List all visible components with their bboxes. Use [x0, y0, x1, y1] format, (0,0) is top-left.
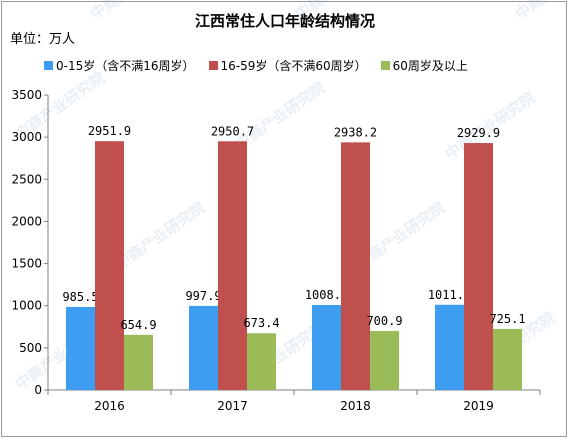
- bar-60-plus: [247, 333, 276, 390]
- unit-label: 单位：万人: [10, 32, 76, 47]
- bar-0-15: [189, 305, 218, 390]
- bar-0-15: [66, 306, 95, 390]
- legend-label-60-plus: 60周岁及以上: [392, 58, 468, 73]
- data-label: 2929.9: [457, 126, 500, 140]
- legend: 0-15岁（含不满16周岁） 16-59岁（含不满60周岁） 60周岁及以上: [44, 56, 482, 74]
- legend-label-0-15: 0-15岁（含不满16周岁）: [56, 58, 195, 73]
- y-tick-label: 3000: [11, 130, 42, 144]
- x-tick-label: 2018: [340, 399, 371, 413]
- bar-0-15: [435, 304, 464, 390]
- y-tick-label: 2000: [11, 214, 42, 228]
- bar-60-plus: [124, 334, 153, 390]
- y-tick-label: 1500: [11, 257, 42, 271]
- data-label: 700.9: [366, 314, 402, 328]
- legend-label-16-59: 16-59岁（含不满60周岁）: [220, 58, 367, 73]
- x-tick-label: 2019: [463, 399, 494, 413]
- x-tick-label: 2016: [94, 399, 125, 413]
- data-label: 2951.9: [88, 124, 131, 138]
- bar-60-plus: [370, 330, 399, 390]
- data-label: 2950.7: [211, 124, 254, 138]
- data-label: 1008.5: [305, 288, 348, 302]
- y-tick-label: 1000: [11, 299, 42, 313]
- bar-16-59: [341, 142, 370, 390]
- legend-item-60-plus: 60周岁及以上: [380, 57, 468, 74]
- data-label: 985.5: [62, 290, 98, 304]
- data-label: 1011.2: [428, 288, 471, 302]
- bar-16-59: [464, 143, 493, 390]
- bar-16-59: [218, 141, 247, 390]
- x-tick-label: 2017: [217, 399, 248, 413]
- bar-16-59: [95, 141, 124, 390]
- y-tick-label: 2500: [11, 172, 42, 186]
- data-label: 997.9: [185, 289, 221, 303]
- y-tick-label: 0: [34, 383, 42, 397]
- legend-swatch-0-15: [44, 60, 53, 70]
- data-label: 725.1: [489, 312, 525, 326]
- chart-title: 江西常住人口年龄结构情况: [194, 12, 375, 30]
- data-label: 654.9: [120, 318, 156, 332]
- bar-0-15: [312, 304, 341, 390]
- data-label: 673.4: [243, 316, 279, 330]
- bar-60-plus: [493, 328, 522, 390]
- y-tick-label: 3500: [11, 88, 42, 102]
- legend-item-0-15: 0-15岁（含不满16周岁）: [44, 57, 195, 74]
- legend-swatch-60-plus: [380, 60, 390, 70]
- legend-item-16-59: 16-59岁（含不满60周岁）: [208, 57, 367, 74]
- y-tick-label: 500: [19, 341, 42, 355]
- legend-swatch-16-59: [208, 60, 218, 70]
- data-label: 2938.2: [334, 125, 377, 139]
